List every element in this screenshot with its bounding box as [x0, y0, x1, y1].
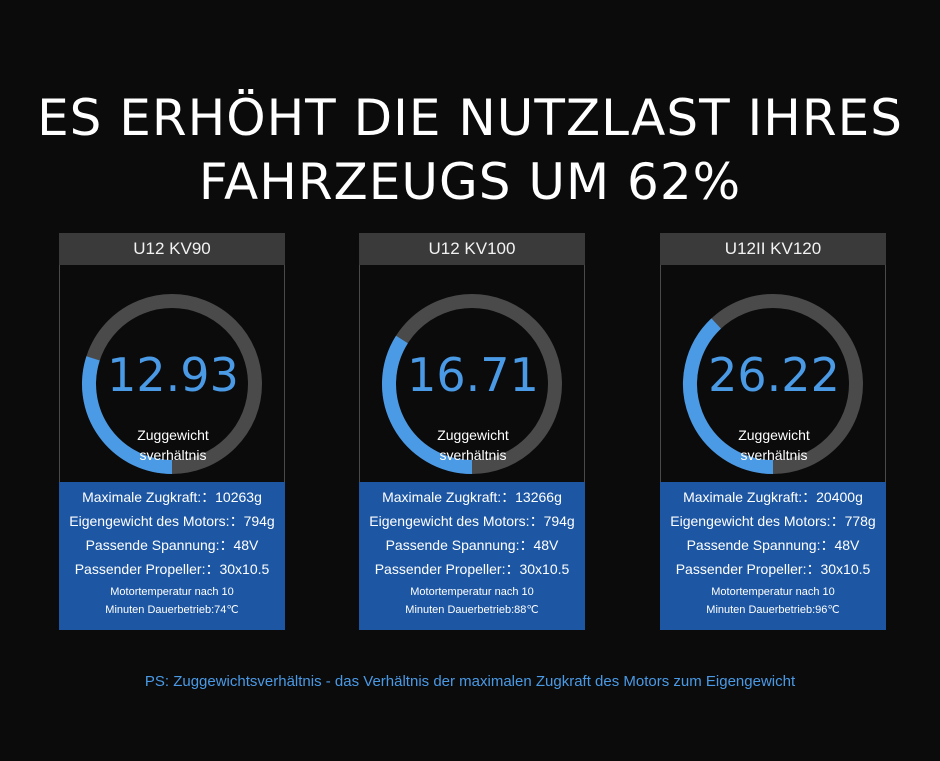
note-line-1: Motortemperatur nach 10	[711, 586, 835, 598]
card-title: U12 KV90	[59, 233, 285, 265]
spec-max-thrust: Maximale Zugkraft:：20400g	[683, 489, 863, 505]
spec-propeller: Passender Propeller:：30x10.5	[74, 561, 270, 577]
ratio-gauge: 12.93 Zuggewicht sverhältnis	[59, 265, 285, 482]
ratio-ring	[382, 294, 562, 474]
ratio-label-line-1: Zuggewicht	[437, 427, 509, 443]
spec-voltage: Passende Spannung:：48V	[686, 537, 860, 553]
spec-propeller: Passender Propeller:：30x10.5	[374, 561, 570, 577]
ring-progress	[382, 335, 473, 474]
spec-temperature-note: Motortemperatur nach 10 Minuten Dauerbet…	[359, 583, 585, 619]
ratio-label-line-2: sverhältnis	[740, 447, 808, 463]
spec-panel: Maximale Zugkraft:：13266g Eigengewicht d…	[359, 482, 585, 630]
note-line-2: Minuten Dauerbetrieb:74℃	[105, 604, 239, 616]
spec-voltage: Passende Spannung:：48V	[385, 537, 559, 553]
ratio-value: 12.93	[107, 348, 239, 402]
spec-motor-weight: Eigengewicht des Motors:：794g	[69, 513, 275, 529]
spec-propeller: Passender Propeller:：30x10.5	[675, 561, 871, 577]
spec-motor-weight: Eigengewicht des Motors:：778g	[670, 513, 876, 529]
ratio-value: 16.71	[407, 348, 539, 402]
spec-max-thrust: Maximale Zugkraft:：10263g	[82, 489, 262, 505]
ratio-gauge: 26.22 Zuggewicht sverhältnis	[660, 265, 886, 482]
note-line-2: Minuten Dauerbetrieb:96℃	[706, 604, 840, 616]
headline-line-2: FAHRZEUGS UM 62%	[198, 153, 742, 211]
ratio-ring	[683, 294, 863, 474]
spec-temperature-note: Motortemperatur nach 10 Minuten Dauerbet…	[59, 583, 285, 619]
spec-temperature-note: Motortemperatur nach 10 Minuten Dauerbet…	[660, 583, 886, 619]
headline-line-1: ES ERHÖHT DIE NUTZLAST IHRES	[37, 89, 903, 147]
spec-motor-weight: Eigengewicht des Motors:：794g	[369, 513, 575, 529]
spec-max-thrust: Maximale Zugkraft:：13266g	[382, 489, 562, 505]
card-title: U12 KV100	[359, 233, 585, 265]
spec-voltage: Passende Spannung:：48V	[85, 537, 259, 553]
spec-panel: Maximale Zugkraft:：10263g Eigengewicht d…	[59, 482, 285, 630]
ratio-gauge: 16.71 Zuggewicht sverhältnis	[359, 265, 585, 482]
card-title: U12II KV120	[660, 233, 886, 265]
spec-panel: Maximale Zugkraft:：20400g Eigengewicht d…	[660, 482, 886, 630]
ratio-label-line-1: Zuggewicht	[738, 427, 810, 443]
ratio-label-line-1: Zuggewicht	[137, 427, 209, 443]
ratio-label-line-2: sverhältnis	[139, 447, 207, 463]
footnote: PS: Zuggewichtsverhältnis - das Verhältn…	[144, 673, 796, 690]
ring-progress	[683, 318, 774, 474]
motor-card-u12ii-kv120: U12II KV120 26.22 Zuggewicht sverhältnis…	[660, 233, 886, 630]
ring-progress	[82, 356, 173, 474]
motor-card-u12-kv90: U12 KV90 12.93 Zuggewicht sverhältnis Ma…	[59, 233, 285, 630]
note-line-1: Motortemperatur nach 10	[410, 586, 534, 598]
ratio-ring	[82, 294, 262, 474]
headline: ES ERHÖHT DIE NUTZLAST IHRES FAHRZEUGS U…	[0, 86, 940, 214]
ratio-value: 26.22	[708, 348, 840, 402]
note-line-1: Motortemperatur nach 10	[110, 586, 234, 598]
ratio-label-line-2: sverhältnis	[439, 447, 507, 463]
ratio-label: Zuggewicht sverhältnis	[661, 425, 887, 465]
ratio-label: Zuggewicht sverhältnis	[60, 425, 286, 465]
ratio-label: Zuggewicht sverhältnis	[360, 425, 586, 465]
motor-card-u12-kv100: U12 KV100 16.71 Zuggewicht sverhältnis M…	[359, 233, 585, 630]
note-line-2: Minuten Dauerbetrieb:88℃	[405, 604, 539, 616]
